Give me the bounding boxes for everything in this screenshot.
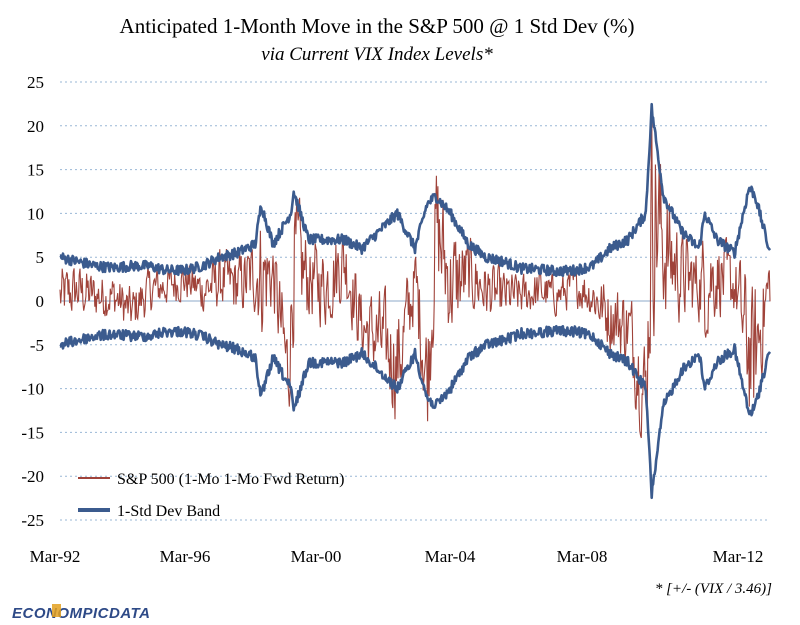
- y-tick-label: -25: [21, 511, 44, 530]
- x-tick-label: Mar-92: [30, 547, 81, 566]
- y-tick-label: 10: [27, 204, 44, 223]
- series-lines: [59, 102, 772, 500]
- x-axis-tick-labels: Mar-92 Mar-96 Mar-00 Mar-04 Mar-08 Mar-12: [30, 547, 764, 566]
- x-tick-label: Mar-04: [425, 547, 476, 566]
- footnote: * [+/- (VIX / 3.46)]: [655, 581, 772, 597]
- y-axis-tick-labels: 25 20 15 10 5 0 -5 -10 -15 -20 -25: [21, 73, 44, 530]
- series-line-band-lower: [59, 324, 772, 500]
- y-tick-label: -15: [21, 423, 44, 442]
- x-tick-label: Mar-96: [160, 547, 211, 566]
- legend-label-sp500: S&P 500 (1-Mo 1-Mo Fwd Return): [117, 471, 344, 488]
- logo: ECONOMPICDATA: [12, 604, 150, 622]
- y-tick-label: -20: [21, 467, 44, 486]
- y-tick-label: 20: [27, 117, 44, 136]
- x-tick-label: Mar-08: [557, 547, 608, 566]
- y-tick-label: -5: [30, 336, 44, 355]
- y-tick-label: 25: [27, 73, 44, 92]
- chart-title: Anticipated 1-Month Move in the S&P 500 …: [120, 14, 635, 38]
- logo-bars-icon: [52, 604, 61, 617]
- y-tick-label: -10: [21, 380, 44, 399]
- y-tick-label: 0: [36, 292, 45, 311]
- chart-subtitle: via Current VIX Index Levels*: [261, 44, 493, 65]
- logo-text: ECONOMPICDATA: [12, 605, 150, 622]
- x-tick-label: Mar-12: [713, 547, 764, 566]
- y-tick-label: 15: [27, 161, 44, 180]
- y-tick-label: 5: [36, 248, 45, 267]
- legend-label-band: 1-Std Dev Band: [117, 503, 220, 520]
- legend: S&P 500 (1-Mo 1-Mo Fwd Return) 1-Std Dev…: [78, 471, 344, 520]
- x-tick-label: Mar-00: [291, 547, 342, 566]
- series-line-band-upper: [59, 102, 772, 278]
